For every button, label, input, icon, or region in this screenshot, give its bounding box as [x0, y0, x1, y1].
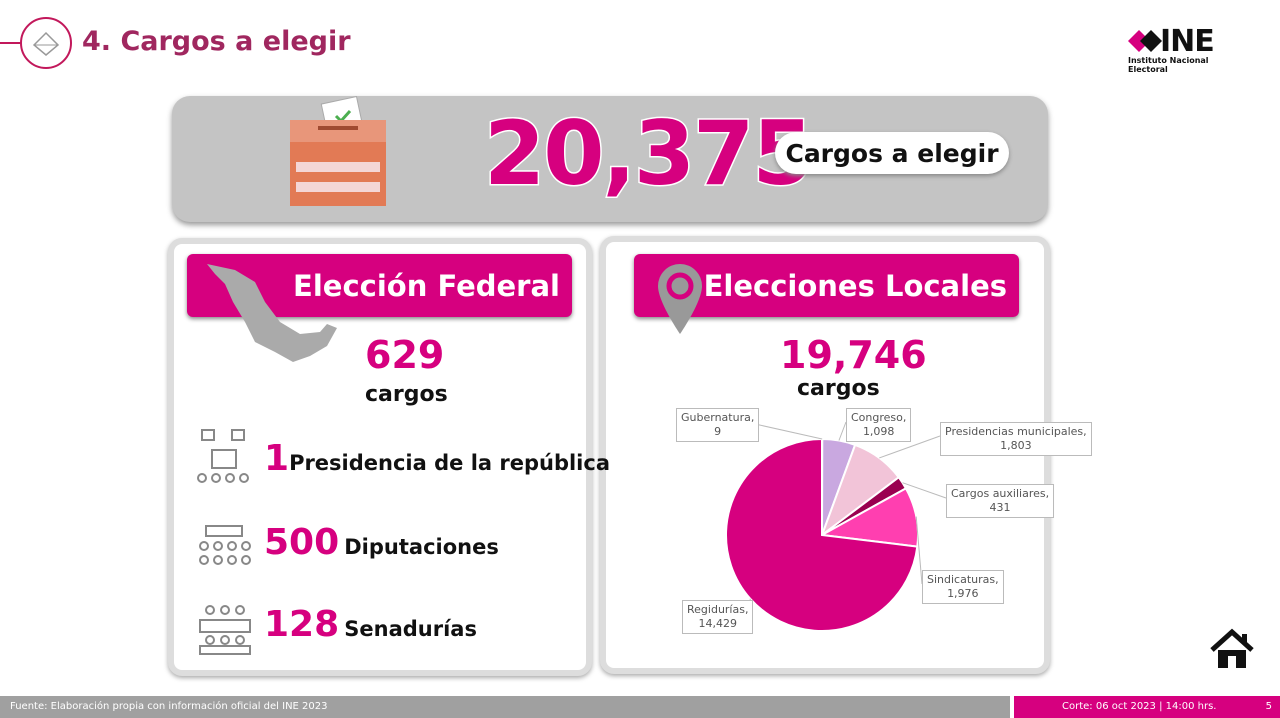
pie-label-congreso: Congreso, 1,098 — [846, 408, 912, 442]
senadurias-count: 128 — [264, 604, 340, 645]
logo-text: INE — [1160, 24, 1215, 59]
slice-value: 1,976 — [947, 587, 979, 600]
leader-line — [838, 421, 847, 441]
slice-name: Presidencias municipales, — [945, 425, 1087, 438]
slice-value: 14,429 — [698, 617, 737, 630]
senadurias-label: Senadurías — [344, 617, 477, 641]
diputaciones-label: Diputaciones — [344, 535, 499, 559]
page-title: 4. Cargos a elegir — [82, 26, 351, 57]
total-positions: 20,375 — [483, 101, 816, 207]
footer-source: Fuente: Elaboración propia con informaci… — [0, 696, 1010, 718]
total-label: Cargos a elegir — [775, 132, 1009, 174]
mexico-map-icon — [207, 264, 337, 362]
local-title: Elecciones Locales — [703, 268, 1007, 303]
leader-line — [915, 516, 923, 585]
ballot-box-icon — [290, 96, 386, 206]
pie-label-cargos-auxiliares: Cargos auxiliares, 431 — [946, 484, 1055, 518]
presidency-count: 1 — [264, 438, 290, 479]
chamber-icon — [199, 525, 251, 565]
leader-line — [902, 482, 947, 499]
federal-item-diputaciones: 500 Diputaciones — [264, 522, 499, 563]
pie-slice-regidurías — [725, 437, 919, 632]
pie-label-gubernatura: Gubernatura, 9 — [676, 408, 760, 442]
logo-subtitle: Instituto Nacional Electoral — [1128, 56, 1209, 74]
pie-label-presidencias-municipales: Presidencias municipales, 1,803 — [940, 422, 1092, 456]
pie-chart — [725, 421, 947, 632]
slice-name: Sindicaturas, — [927, 573, 999, 586]
ine-logo-icon — [1128, 30, 1162, 52]
home-icon[interactable] — [1208, 628, 1256, 670]
footer-cut: Corte: 06 oct 2023 | 14:00 hrs. 5 — [1014, 696, 1280, 718]
federal-unit: cargos — [365, 382, 448, 407]
senate-icon — [199, 605, 251, 655]
slice-name: Gubernatura, — [681, 411, 755, 424]
slice-name: Congreso, — [851, 411, 907, 424]
federal-item-senadurias: 128 Senadurías — [264, 604, 477, 645]
federal-total: 629 — [365, 333, 445, 377]
federal-item-presidency: 1Presidencia de la república — [264, 438, 610, 479]
slice-value: 9 — [714, 425, 722, 438]
location-pin-icon — [658, 264, 702, 334]
local-unit: cargos — [797, 376, 880, 401]
diputaciones-count: 500 — [264, 522, 340, 563]
page-number: 5 — [1265, 701, 1272, 712]
pie-label-sindicaturas: Sindicaturas, 1,976 — [922, 570, 1004, 604]
title-line — [0, 42, 22, 44]
section-icon — [20, 17, 72, 69]
presidency-label: Presidencia de la república — [289, 451, 610, 475]
slice-value: 1,098 — [862, 425, 895, 438]
ine-logo: INE Instituto Nacional Electoral — [1128, 24, 1248, 74]
federal-title: Elección Federal — [293, 268, 560, 303]
slice-value: 1,803 — [1000, 439, 1032, 452]
slice-value: 431 — [989, 501, 1011, 514]
slice-name: Cargos auxiliares, — [951, 487, 1050, 500]
presidency-icon — [197, 429, 249, 483]
slice-name: Regidurías, — [687, 603, 749, 616]
cut-date: Corte: 06 oct 2023 | 14:00 hrs. — [1062, 701, 1217, 712]
leader-line — [879, 435, 941, 459]
local-total: 19,746 — [780, 333, 927, 377]
pie-label-regidurías: Regidurías, 14,429 — [682, 600, 754, 634]
